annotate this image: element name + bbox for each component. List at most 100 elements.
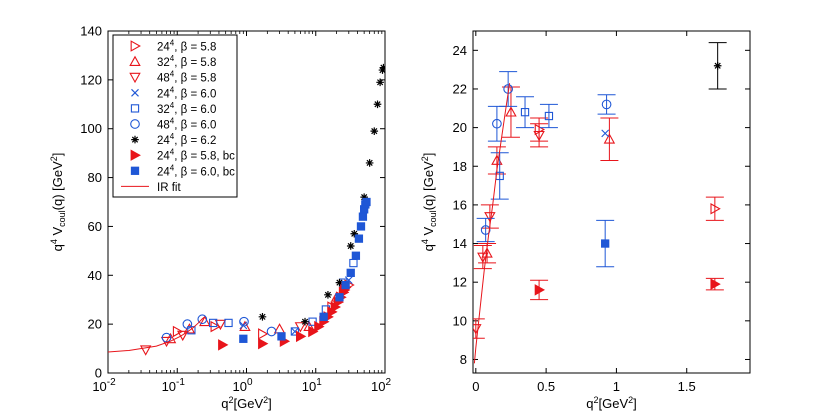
data-point (710, 203, 721, 215)
left-panel: 10-2 10-1 100 101 102 0 20 40 60 80 100 120 140 q4 Vc… (49, 24, 391, 412)
error-bar (501, 86, 520, 138)
data-point (376, 78, 384, 87)
y-tick-label: 8 (460, 352, 467, 367)
data-point (480, 225, 491, 235)
data-point (277, 332, 286, 341)
data-point (172, 325, 184, 338)
error-bar (499, 71, 518, 107)
legend-label: 484, β = 5.8 (157, 70, 216, 85)
right-panel: 0 0.5 1 1.5 8 10 12 14 16 18 20 22 24 q4 Vcoul(q) [Ge… (420, 30, 751, 411)
legend-marker (131, 135, 139, 144)
error-bar (600, 117, 619, 161)
data-point (197, 314, 208, 325)
data-point (710, 278, 721, 290)
legend-label: 244, β = 6.2 (157, 132, 216, 147)
data-point (224, 318, 233, 328)
x-tick-label: 10-1 (162, 377, 186, 394)
y-tick-label: 16 (453, 197, 467, 212)
y-tick-label: 12 (453, 275, 467, 290)
legend-label: 244, β = 6.0, bc (157, 163, 235, 178)
legend-marker (129, 72, 141, 84)
data-point (378, 66, 385, 74)
legend-marker (130, 119, 140, 129)
error-bar (705, 196, 724, 221)
data-point (294, 322, 307, 333)
x-tick-label: 1.5 (678, 379, 696, 394)
y-tick-label: 120 (80, 72, 102, 87)
data-point (362, 197, 371, 207)
data-point (214, 319, 227, 331)
data-point (239, 321, 248, 330)
data-point (350, 229, 359, 238)
x-tick-label: 0.5 (537, 379, 555, 394)
legend-label: 244, β = 5.8, bc (157, 148, 235, 163)
y-tick-label: 100 (80, 121, 102, 136)
data-point (308, 317, 317, 326)
error-bar (530, 123, 549, 148)
legend-marker (130, 149, 141, 161)
data-point (346, 242, 355, 250)
y-tick-label: 0 (95, 366, 102, 381)
data-point (379, 63, 385, 72)
data-point (295, 330, 307, 343)
data-point (713, 61, 722, 70)
data-point (324, 291, 332, 299)
plot-area (108, 63, 385, 356)
data-point (505, 106, 517, 117)
data-point (492, 118, 502, 129)
data-point (601, 99, 612, 110)
legend-label: IR fit (157, 182, 181, 194)
data-point (258, 337, 269, 350)
data-point (308, 325, 319, 338)
data-point (176, 330, 189, 342)
y-axis-label: q4 Vcoul(q) [GeV2] (49, 153, 67, 252)
y-tick-label: 40 (88, 268, 102, 283)
legend-label: 244, β = 6.0 (157, 85, 216, 100)
x-tick-label: 1 (613, 379, 620, 394)
data-point (161, 332, 172, 343)
data-point (258, 328, 269, 340)
x-tick-label: 100 (232, 377, 252, 394)
y-tick-label: 22 (453, 81, 467, 96)
data-point (365, 159, 374, 167)
data-point (314, 320, 325, 333)
data-point (266, 326, 277, 337)
data-point (484, 212, 496, 223)
data-point (370, 127, 379, 135)
data-point (335, 278, 344, 287)
data-point (139, 345, 152, 356)
data-point (520, 108, 530, 117)
x-tick-label: 10-2 (92, 377, 116, 394)
data-point (358, 212, 368, 221)
data-point (356, 222, 366, 231)
y-tick-label: 14 (453, 236, 467, 251)
data-point (360, 193, 368, 201)
legend-marker (131, 88, 139, 97)
plot-frame (472, 30, 751, 374)
y-tick-label: 20 (88, 317, 102, 332)
y-tick-label: 140 (80, 24, 102, 39)
data-point (218, 339, 229, 351)
y-tick-label: 20 (453, 120, 467, 135)
y-tick-label: 18 (453, 159, 467, 174)
data-point (373, 100, 382, 109)
data-point (477, 252, 489, 264)
data-point (258, 313, 267, 321)
data-point (354, 234, 364, 243)
data-point (182, 319, 193, 329)
error-bar (597, 94, 616, 115)
y-tick-label: 24 (453, 43, 467, 58)
data-point (164, 332, 177, 344)
data-point (544, 111, 554, 121)
error-bar (539, 103, 558, 129)
plot-area (473, 42, 727, 364)
y-tick-label: 10 (453, 313, 467, 328)
error-bar (473, 318, 485, 339)
data-point (290, 327, 300, 336)
ir-fit-line (473, 83, 511, 364)
legend-label: 244, β = 5.8 (157, 39, 216, 54)
data-point (534, 284, 546, 296)
x-tick-label: 101 (302, 377, 322, 394)
x-axis-label: q2[GeV2] (586, 395, 637, 411)
